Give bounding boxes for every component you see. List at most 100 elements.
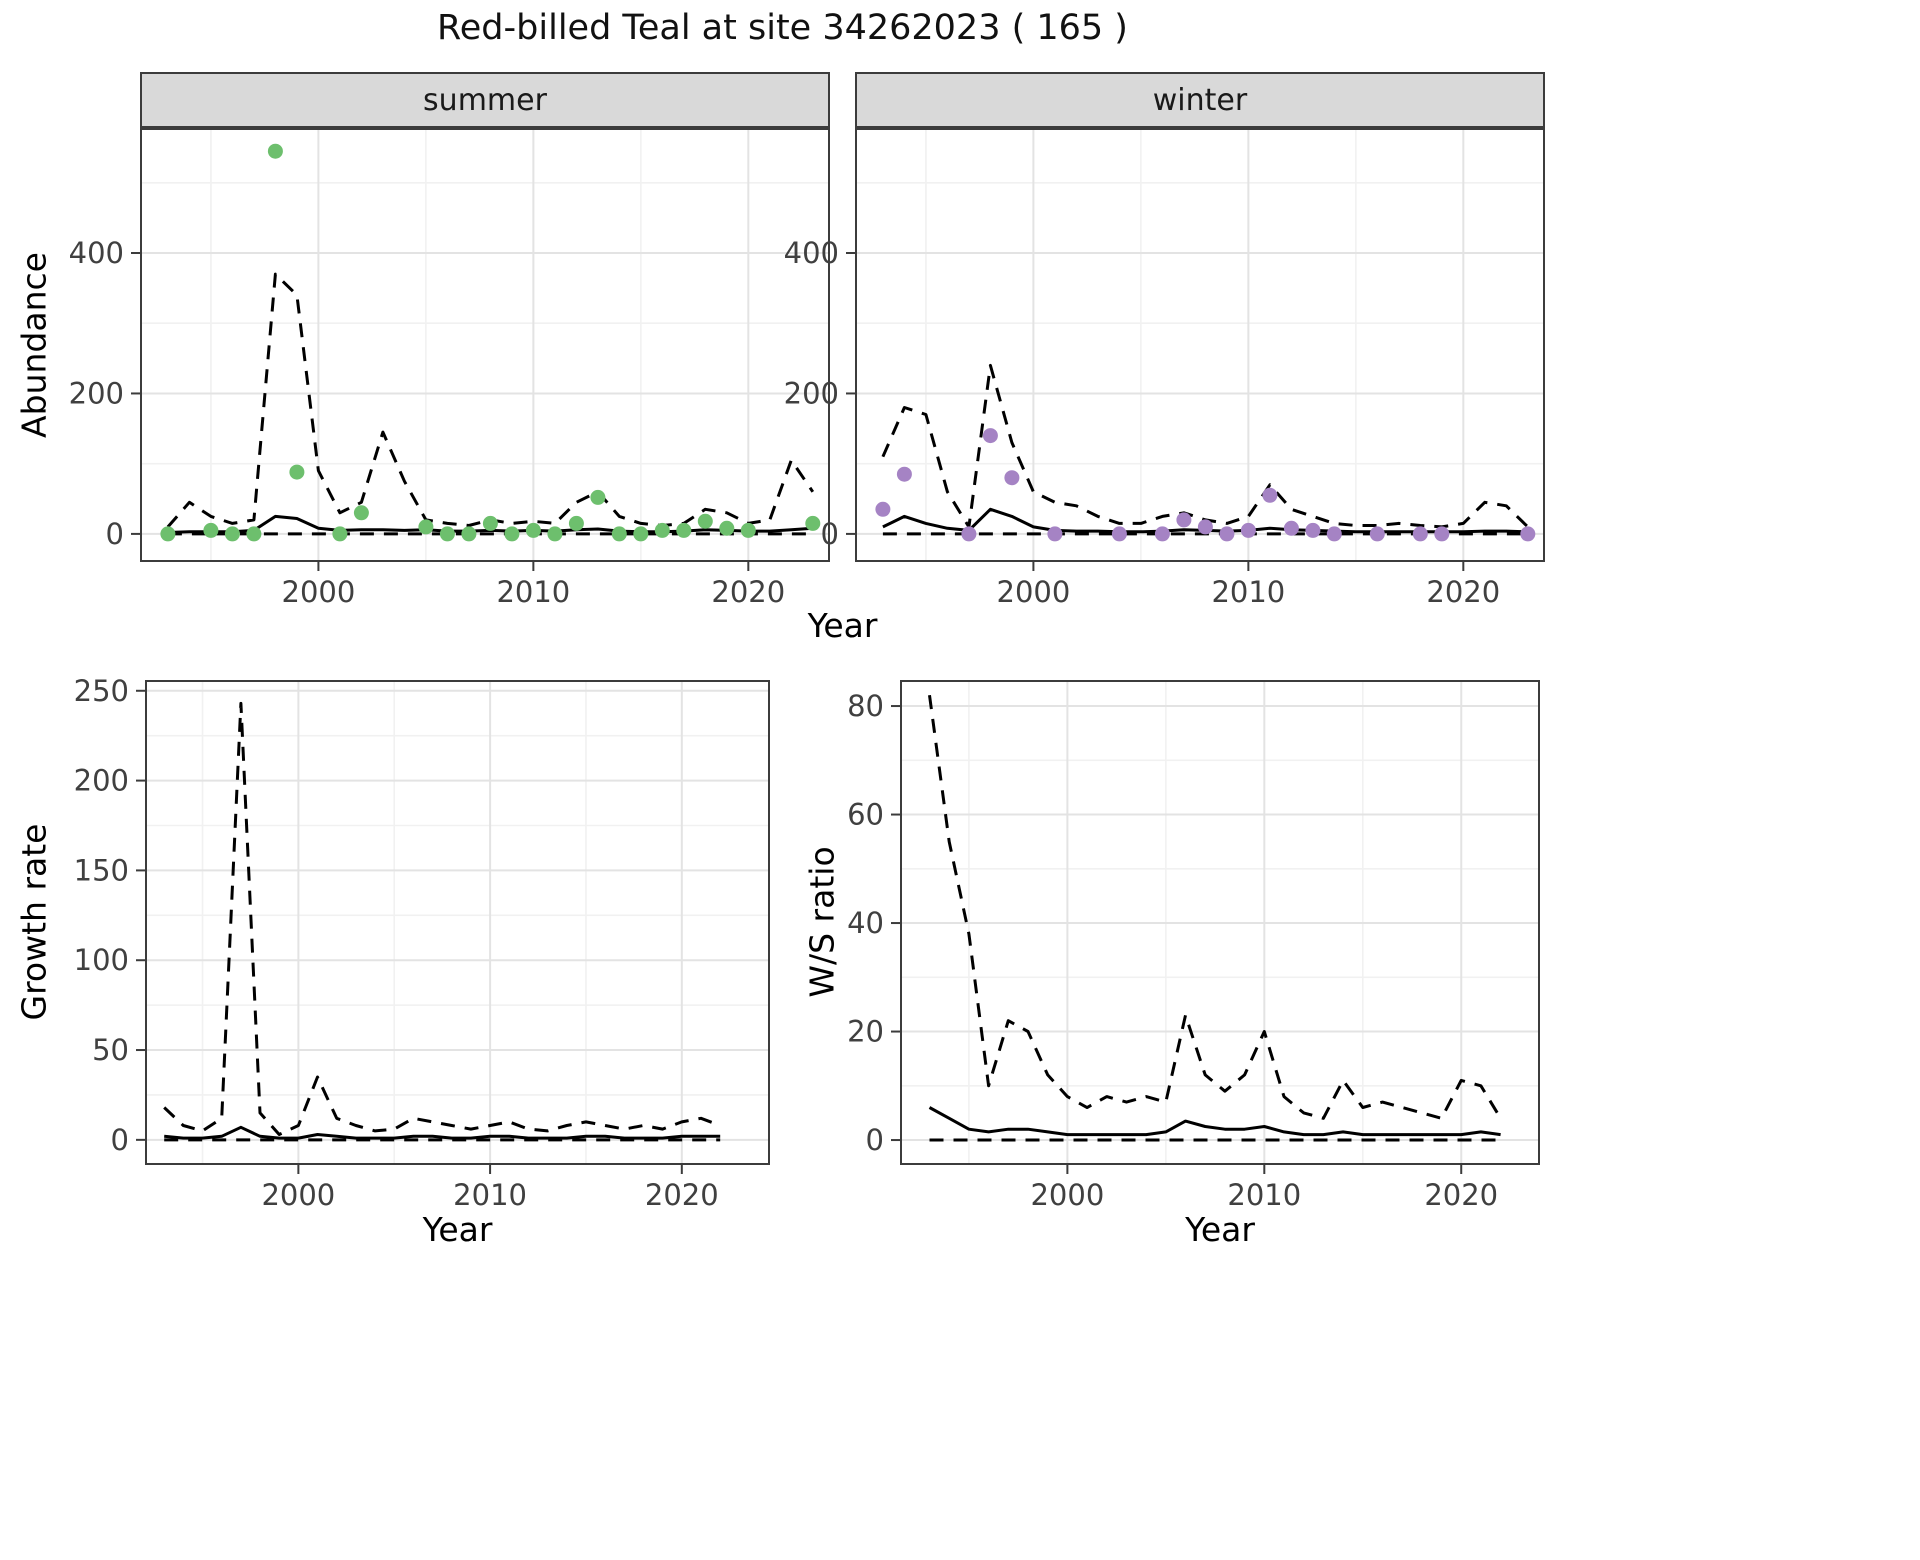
x-tick-label: 2020: [711, 575, 785, 609]
y-tick-label: 50: [92, 1033, 129, 1067]
data-point: [203, 522, 219, 538]
data-point: [289, 464, 305, 480]
data-point: [246, 526, 262, 542]
series-median-line: [928, 1106, 1501, 1137]
data-point: [633, 526, 649, 542]
data-point: [461, 526, 477, 542]
grid-minor: [145, 680, 770, 1165]
abundance-winter-panel: 2000 2010 2020 0 200 400: [784, 128, 1545, 609]
data-point: [1369, 526, 1385, 542]
data-point: [896, 466, 912, 482]
series-median-line: [164, 1125, 721, 1140]
data-point: [1154, 526, 1170, 542]
x-tick-label: 2020: [1424, 1178, 1498, 1212]
data-point: [1326, 526, 1342, 542]
axis-ticks: [846, 252, 1465, 571]
panel-border: [855, 128, 1545, 562]
data-point: [1197, 519, 1213, 535]
panel-border: [140, 128, 830, 562]
axis-ticks: [891, 705, 1463, 1174]
data-point: [1219, 526, 1235, 542]
y-tick-label: 150: [74, 853, 129, 887]
data-point: [1520, 526, 1536, 542]
data-point: [1004, 470, 1020, 486]
x-tick-label: 2020: [1426, 575, 1500, 609]
y-tick-label: 200: [784, 376, 839, 410]
y-tick-label: 250: [74, 674, 129, 708]
x-tick-label: 2020: [645, 1178, 719, 1212]
tick-labels: 2000 2010 2020 0 200 400: [69, 236, 786, 609]
data-point: [418, 519, 434, 535]
data-point: [332, 526, 348, 542]
data-point: [1240, 522, 1256, 538]
data-point: [740, 522, 756, 538]
y-tick-label: 0: [106, 517, 124, 551]
data-point: [1434, 526, 1450, 542]
data-point: [1047, 526, 1063, 542]
data-point: [525, 522, 541, 538]
y-tick-label: 100: [74, 943, 129, 977]
observed-points: [160, 143, 821, 542]
data-point: [654, 522, 670, 538]
y-tick-label: 0: [111, 1123, 129, 1157]
x-tick-label: 2010: [453, 1178, 527, 1212]
series-upper-ci-line: [928, 695, 1502, 1120]
data-point: [439, 526, 455, 542]
data-point: [590, 489, 606, 505]
data-point: [504, 526, 520, 542]
data-point: [697, 513, 713, 529]
growth-rate-axis-title: Growth rate: [14, 823, 54, 1021]
data-point: [805, 515, 821, 531]
y-tick-label: 60: [847, 798, 884, 832]
data-point: [961, 526, 977, 542]
y-tick-label: 0: [821, 517, 839, 551]
data-point: [611, 526, 627, 542]
y-tick-label: 200: [69, 376, 124, 410]
x-tick-label: 2000: [261, 1178, 335, 1212]
grid-minor: [855, 128, 1545, 562]
tick-labels: 2000 2010 2020 0 20 40 60 80: [847, 689, 1498, 1212]
data-point: [160, 526, 176, 542]
year-axis-title-bottom-left: Year: [422, 1210, 493, 1249]
data-point: [1283, 520, 1299, 536]
data-point: [224, 526, 240, 542]
data-point: [1305, 522, 1321, 538]
data-point: [719, 520, 735, 536]
x-tick-label: 2010: [1211, 575, 1285, 609]
data-point: [267, 143, 283, 159]
grid-minor: [140, 128, 830, 562]
panel-border: [145, 680, 770, 1165]
x-tick-label: 2000: [997, 575, 1071, 609]
facet-strip-winter: winter: [855, 72, 1545, 128]
data-point: [1262, 487, 1278, 503]
facet-strip-summer-label: summer: [423, 82, 547, 118]
chart-title: Red-billed Teal at site 34262023 ( 165 ): [437, 8, 1128, 48]
data-point: [1111, 526, 1127, 542]
series-upper-ci-line: [163, 701, 721, 1136]
data-point: [353, 505, 369, 521]
data-point: [875, 501, 891, 517]
ws-ratio-panel: 2000 2010 2020 0 20 40 60 80: [847, 680, 1540, 1212]
ws-ratio-axis-title: W/S ratio: [802, 846, 842, 998]
x-tick-label: 2010: [496, 575, 570, 609]
growth-rate-panel: 2000 2010 2020 0 50 100 150 200 250: [74, 674, 770, 1212]
y-tick-label: 80: [847, 689, 884, 723]
data-point: [982, 428, 998, 444]
grid-major: [900, 680, 1540, 1165]
y-tick-label: 200: [74, 764, 129, 798]
y-tick-label: 400: [784, 236, 839, 270]
data-point: [1176, 512, 1192, 528]
abundance-axis-title: Abundance: [14, 252, 54, 438]
year-axis-title-bottom-right: Year: [1185, 1210, 1255, 1249]
data-point: [482, 515, 498, 531]
axis-ticks: [131, 252, 750, 571]
y-tick-label: 400: [69, 236, 124, 270]
y-tick-label: 0: [866, 1123, 884, 1157]
panel-border: [900, 680, 1540, 1165]
data-point: [1412, 526, 1428, 542]
x-tick-label: 2010: [1227, 1178, 1301, 1212]
data-point: [568, 515, 584, 531]
data-point: [676, 522, 692, 538]
x-tick-label: 2000: [1030, 1178, 1104, 1212]
